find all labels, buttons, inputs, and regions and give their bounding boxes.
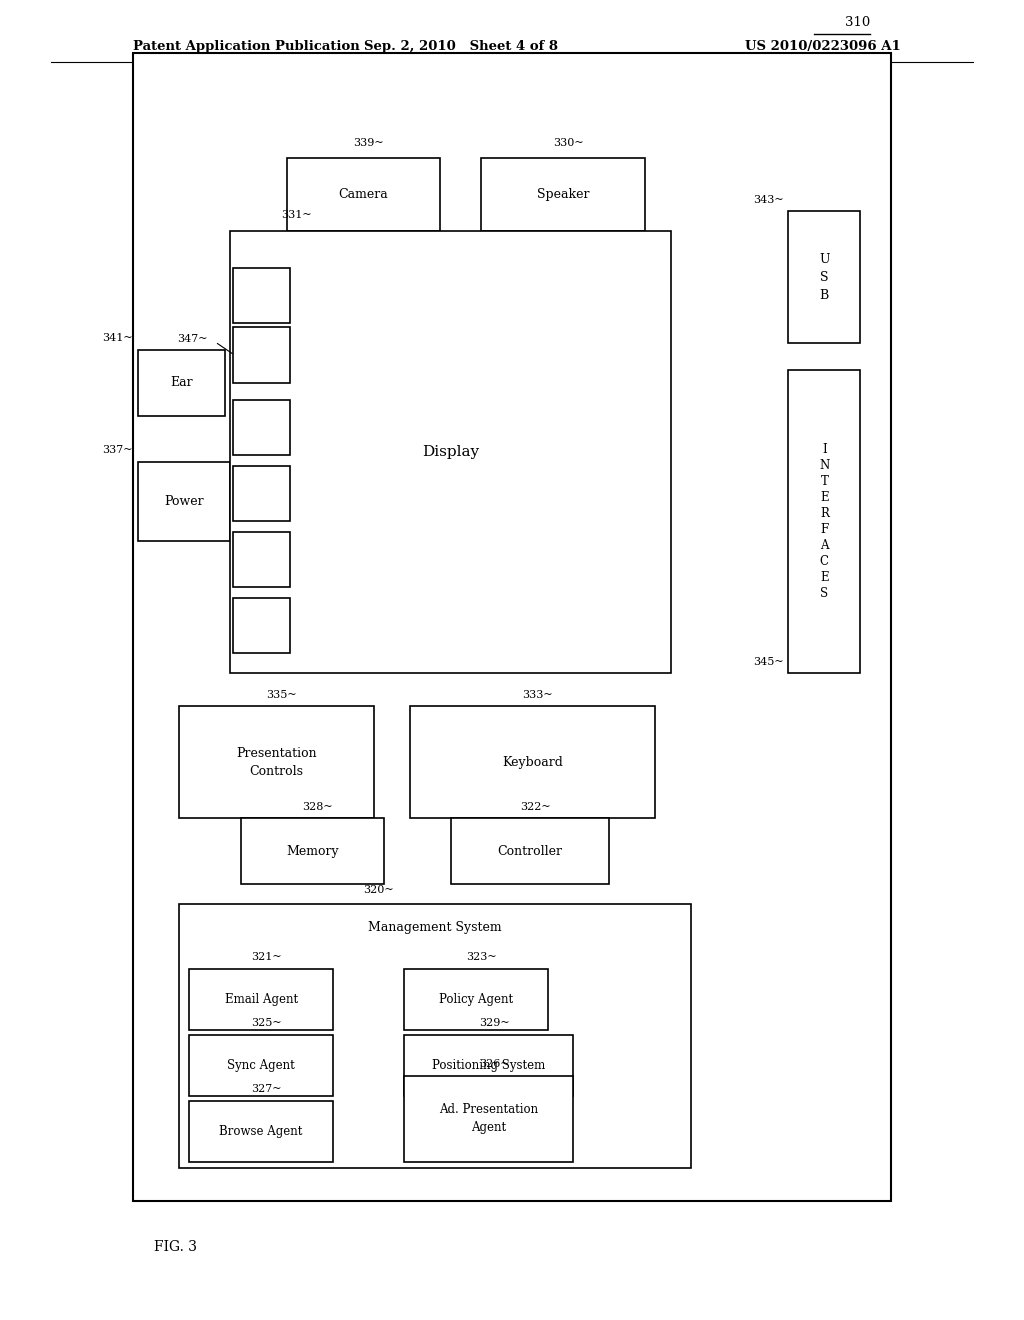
Text: 337~: 337~	[102, 445, 133, 455]
Text: Sep. 2, 2010   Sheet 4 of 8: Sep. 2, 2010 Sheet 4 of 8	[364, 40, 558, 53]
Bar	[233, 400, 290, 455]
Bar	[404, 969, 548, 1030]
Text: 329~: 329~	[479, 1018, 509, 1028]
Text: 330~: 330~	[553, 137, 584, 148]
Text: 339~: 339~	[353, 137, 384, 148]
Bar	[788, 211, 860, 343]
Text: Display: Display	[422, 445, 479, 459]
Bar	[287, 158, 440, 231]
Text: 326~: 326~	[479, 1059, 509, 1069]
Bar	[241, 818, 384, 884]
Text: Sync Agent: Sync Agent	[227, 1059, 295, 1072]
Bar	[179, 904, 691, 1168]
Text: 335~: 335~	[266, 689, 297, 700]
Text: Patent Application Publication: Patent Application Publication	[133, 40, 359, 53]
Text: Keyboard: Keyboard	[502, 756, 563, 768]
Bar	[189, 1101, 333, 1162]
Text: 322~: 322~	[519, 801, 550, 812]
Bar	[138, 462, 230, 541]
Bar	[404, 1076, 573, 1162]
Bar	[233, 268, 290, 323]
Bar	[233, 598, 290, 653]
Text: Camera: Camera	[339, 189, 388, 201]
Text: 310: 310	[845, 16, 870, 29]
Bar	[481, 158, 645, 231]
Text: Presentation
Controls: Presentation Controls	[237, 747, 316, 777]
Bar	[233, 532, 290, 587]
Text: Controller: Controller	[498, 845, 562, 858]
Text: Positioning System: Positioning System	[432, 1059, 546, 1072]
Text: Browse Agent: Browse Agent	[219, 1125, 303, 1138]
Text: Ear: Ear	[170, 376, 194, 389]
Text: Email Agent: Email Agent	[224, 993, 298, 1006]
Text: Power: Power	[165, 495, 204, 508]
Text: 327~: 327~	[251, 1084, 282, 1094]
Bar	[410, 706, 655, 818]
Text: Memory: Memory	[286, 845, 339, 858]
Bar	[138, 350, 225, 416]
Bar	[133, 53, 891, 1201]
Bar	[189, 969, 333, 1030]
Text: I
N
T
E
R
F
A
C
E
S: I N T E R F A C E S	[819, 444, 829, 599]
Text: 345~: 345~	[753, 656, 783, 667]
Text: U
S
B: U S B	[819, 252, 829, 302]
Text: Policy Agent: Policy Agent	[439, 993, 513, 1006]
Text: 333~: 333~	[522, 689, 553, 700]
Bar	[233, 466, 290, 521]
Text: Management System: Management System	[369, 921, 502, 935]
Text: 343~: 343~	[753, 194, 783, 205]
Bar	[404, 1035, 573, 1096]
Text: 321~: 321~	[251, 952, 282, 962]
Text: 331~: 331~	[282, 210, 312, 220]
Text: 325~: 325~	[251, 1018, 282, 1028]
Text: US 2010/0223096 A1: US 2010/0223096 A1	[745, 40, 901, 53]
Text: FIG. 3: FIG. 3	[154, 1241, 197, 1254]
Text: 347~: 347~	[177, 334, 208, 345]
Text: 320~: 320~	[364, 884, 394, 895]
Bar	[233, 327, 290, 383]
Bar	[451, 818, 609, 884]
Bar	[189, 1035, 333, 1096]
Text: Speaker: Speaker	[537, 189, 590, 201]
Text: 341~: 341~	[102, 333, 133, 343]
Bar	[179, 706, 374, 818]
Text: 328~: 328~	[302, 801, 333, 812]
Bar	[788, 370, 860, 673]
Text: Ad. Presentation
Agent: Ad. Presentation Agent	[439, 1104, 539, 1134]
Text: 323~: 323~	[466, 952, 497, 962]
Bar	[230, 231, 671, 673]
